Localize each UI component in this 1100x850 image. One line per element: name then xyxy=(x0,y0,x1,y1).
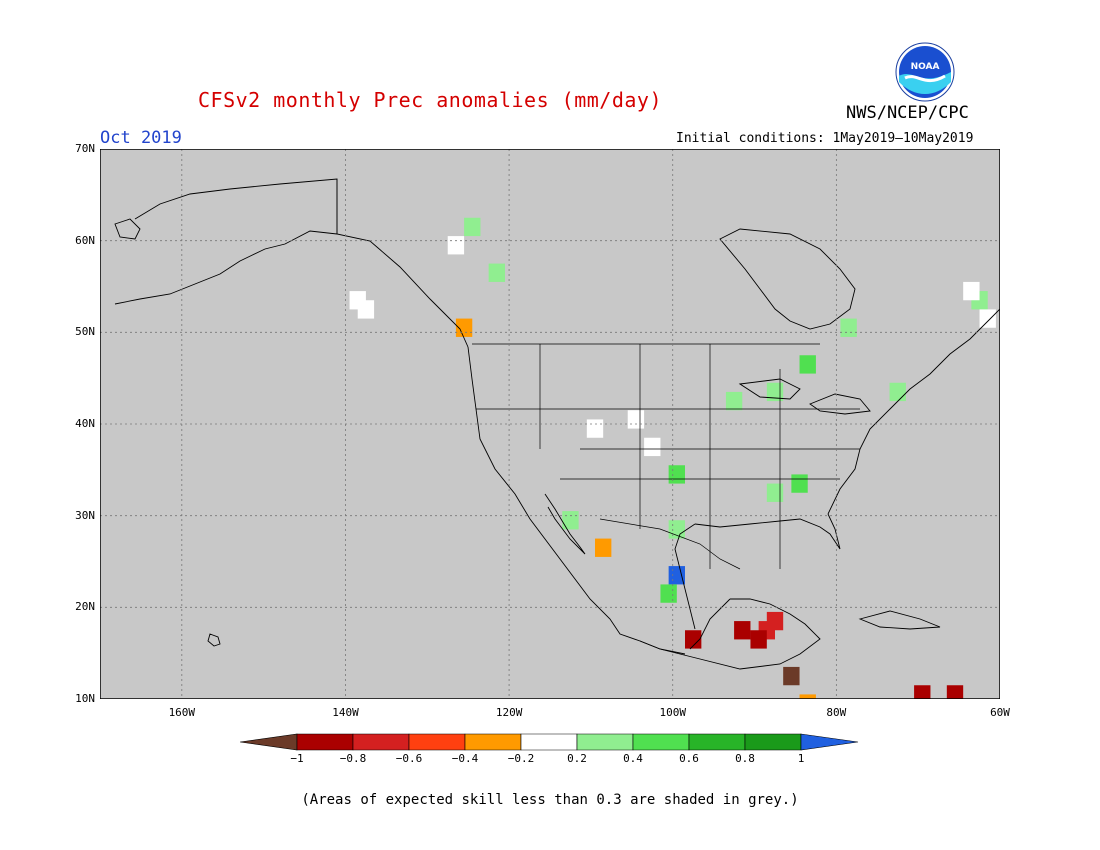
anomaly-cell xyxy=(447,236,465,255)
map-title: CFSv2 monthly Prec anomalies (mm/day) xyxy=(197,88,663,112)
anomaly-cell xyxy=(914,685,931,699)
lon-label: 160W xyxy=(168,706,196,719)
lon-label: 140W xyxy=(332,706,359,719)
anomaly-cell xyxy=(644,437,661,457)
anomaly-cell xyxy=(791,474,808,493)
lon-label: 80W xyxy=(826,706,847,719)
anomaly-cell xyxy=(734,621,751,640)
coastline-path xyxy=(689,598,731,650)
anomaly-cell xyxy=(766,382,784,402)
lat-label: 20N xyxy=(75,600,95,614)
anomaly-cell xyxy=(963,281,980,301)
anomaly-cell xyxy=(668,566,685,585)
anomaly-cell xyxy=(668,465,685,484)
lat-label: 40N xyxy=(75,417,95,430)
colorbar-segment xyxy=(464,733,522,751)
colorbar-segment xyxy=(408,733,466,751)
colorbar-tick-label: 0.8 xyxy=(735,752,755,765)
lat-lon-grid xyxy=(100,149,1000,699)
anomaly-cell xyxy=(889,382,906,402)
anomaly-cell xyxy=(840,318,857,337)
colorbar-tick-label: −0.2 xyxy=(507,752,535,765)
colorbar-segment xyxy=(296,733,354,751)
anomaly-cell xyxy=(783,666,800,686)
coastline-path xyxy=(207,633,221,647)
anomaly-cell xyxy=(627,410,645,429)
anomaly-cell xyxy=(946,685,964,699)
anomaly-cell xyxy=(488,263,505,282)
anomaly-cell xyxy=(668,520,685,539)
coastline-path xyxy=(719,228,856,330)
border-line xyxy=(599,518,741,570)
lat-label: 50N xyxy=(75,325,95,339)
colorbar-segment xyxy=(632,733,690,751)
lon-label: 100W xyxy=(659,706,686,719)
colorbar-tick-label: −0.8 xyxy=(339,752,367,765)
logo-text: NOAA xyxy=(911,62,940,72)
coastline-path xyxy=(674,523,696,630)
anomaly-cell xyxy=(979,309,996,328)
colorbar-segment xyxy=(744,733,802,751)
colorbar-tick-label: −0.4 xyxy=(451,752,479,765)
anomaly-map xyxy=(100,149,1000,699)
anomaly-cell xyxy=(464,217,481,237)
anomaly-cell xyxy=(660,584,677,603)
colorbar-segment xyxy=(240,733,298,751)
lon-label: 60W xyxy=(990,706,1010,719)
anomaly-cell xyxy=(586,419,604,438)
colorbar-tick-label: −0.6 xyxy=(395,752,423,765)
coastline-path xyxy=(827,308,1000,515)
coastlines xyxy=(114,178,1000,670)
anomaly-cell xyxy=(685,630,702,649)
coastline-path xyxy=(467,346,686,655)
agency-label: NWS/NCEP/CPC xyxy=(846,103,969,123)
colorbar-segment xyxy=(688,733,746,751)
anomaly-cell xyxy=(357,300,375,319)
anomaly-cell xyxy=(725,391,743,411)
colorbar-segment xyxy=(352,733,410,751)
forecast-period: Oct 2019 xyxy=(100,128,182,148)
anomaly-cell xyxy=(766,483,784,502)
colorbar-tick-label: −1 xyxy=(290,752,304,765)
anomaly-cell xyxy=(595,538,612,557)
lat-label: 10N xyxy=(75,692,95,705)
anomaly-cells xyxy=(349,217,996,699)
lat-label: 60N xyxy=(75,233,95,247)
colorbar-tick-label: 0.2 xyxy=(567,752,587,765)
colorbar-tick-label: 0.6 xyxy=(679,752,699,765)
coastline-path xyxy=(809,393,871,415)
skill-footnote: (Areas of expected skill less than 0.3 a… xyxy=(301,792,799,808)
anomaly-cell xyxy=(799,355,816,374)
anomaly-cell xyxy=(750,630,767,649)
political-borders xyxy=(336,179,860,570)
anomaly-cell xyxy=(799,694,816,699)
coastline-path xyxy=(544,493,586,555)
colorbar-tick-label: 1 xyxy=(797,752,805,765)
colorbar xyxy=(240,733,859,751)
colorbar-segment xyxy=(576,733,634,751)
lon-label: 120W xyxy=(495,706,523,719)
lat-label: 30N xyxy=(75,508,95,522)
coastline-path xyxy=(114,218,141,240)
lat-label: 70N xyxy=(75,142,95,155)
colorbar-segment xyxy=(800,733,859,751)
noaa-logo-icon: NOAA xyxy=(895,42,955,102)
coastline-path xyxy=(858,610,941,630)
coastline-path xyxy=(114,230,338,305)
anomaly-cell xyxy=(562,511,579,530)
coastline-path xyxy=(738,378,801,400)
coastline-path xyxy=(639,598,821,670)
coastline-path xyxy=(694,513,841,550)
colorbar-tick-label: 0.4 xyxy=(623,752,643,765)
colorbar-segment xyxy=(520,733,578,751)
initial-conditions: Initial conditions: 1May2019—10May2019 xyxy=(676,131,974,146)
